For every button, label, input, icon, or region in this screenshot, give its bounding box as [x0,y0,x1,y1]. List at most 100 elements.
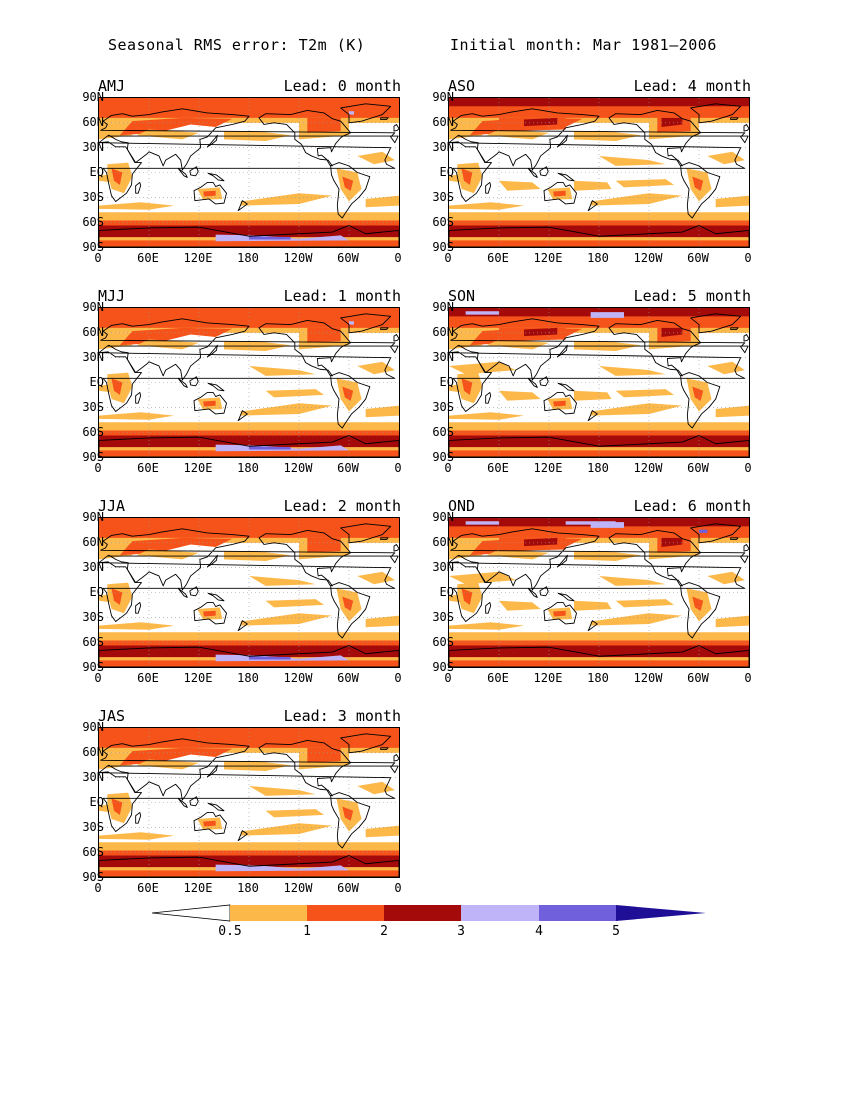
longitude-tick-label: 120E [183,461,213,475]
latitude-tick-label: 90S [432,240,454,254]
rms-error-region [524,537,558,547]
rms-error-region [524,117,558,127]
map-panel-aso: ASO Lead: 4 month 90N 60N 30N EQ 30S 60S 90S 0 60E… [400,77,760,277]
rms-error-region [499,600,541,611]
panel-season-label: AMJ [98,77,126,95]
rms-error-region [599,155,666,166]
map-panel-jas: JAS Lead: 3 month 90N 60N 30N EQ 30S 60S 90S 0 60E… [50,707,410,907]
latitude-tick-label: 60S [432,635,454,649]
rms-error-region [574,180,612,191]
latitude-tick-label: 90N [432,510,454,524]
coastline-samerica [330,582,371,639]
rms-error-region [449,435,749,448]
rms-error-region [136,339,199,350]
map-panel-ond: OND Lead: 6 month 90N 60N 30N EQ 30S 60S 90S 0 60E… [400,497,760,697]
colorbar-segment-above-max [616,905,706,921]
rms-error-region [553,190,566,197]
coastline-africa [449,561,746,622]
rms-error-region [240,613,333,626]
rms-error-region [590,312,624,318]
coastline-africa [99,141,396,202]
rms-error-region [707,151,745,165]
rms-error-region [574,390,612,401]
coastline-samerica [330,162,371,219]
longitude-tick-label: 180 [237,251,259,265]
latitude-tick-label: 30S [432,400,454,414]
rms-error-region [449,645,749,658]
rms-error-region [565,521,616,525]
coastline-nz [237,200,248,212]
map-canvas [99,308,399,457]
coastline-borneo [189,376,199,387]
rms-error-region [342,806,354,821]
colorbar-segment [461,905,539,921]
rms-error-region [136,549,199,560]
coastline-antarctica [99,645,399,667]
colorbar-segment-below-min [151,904,231,922]
rms-error-region [357,361,395,375]
rms-error-map [98,517,400,668]
coastline-borneo [189,586,199,597]
longitude-tick-label: 60E [487,671,509,685]
coastline-antarctica [99,225,399,247]
coastline-samerica [680,582,721,639]
latitude-tick-label: 30S [82,190,104,204]
coastline-australia [193,811,227,835]
rms-error-region [349,321,354,325]
colorbar-tick-label: 2 [380,924,388,939]
latitude-tick-label: 30S [82,610,104,624]
longitude-tick-label: 60W [337,671,359,685]
map-canvas [449,518,749,667]
longitude-tick-label: 120W [283,671,313,685]
rms-error-region [715,615,749,628]
longitude-tick-label: 0 [94,251,102,265]
coastline-namerica [608,109,702,167]
latitude-tick-label: EQ [89,375,104,389]
panel-lead-label: Lead: 5 month [633,287,751,305]
longitude-tick-label: 60W [337,461,359,475]
rms-error-region [99,412,174,420]
rms-error-region [615,599,674,608]
rms-error-region [699,529,708,533]
rms-error-region [499,180,541,191]
rms-error-region [357,571,395,585]
latitude-tick-label: 60N [82,325,104,339]
longitude-tick-label: 180 [587,461,609,475]
colorbar: 0.5 1 2 3 4 5 [150,903,710,943]
rms-error-region [365,195,399,208]
map-canvas [449,308,749,457]
rms-error-region [99,870,399,877]
longitude-tick-label: 60E [487,251,509,265]
rms-error-region [99,450,399,457]
rms-error-region [692,596,704,611]
coastline-australia [193,181,227,205]
latitude-tick-label: 30N [82,140,104,154]
latitude-tick-label: 30S [82,400,104,414]
longitude-tick-label: 120W [633,671,663,685]
longitude-tick-label: 120E [183,881,213,895]
coastline-sumatra [177,377,188,388]
rms-error-region [99,752,133,770]
coastline-namerica [608,529,702,587]
latitude-tick-label: EQ [439,375,454,389]
rms-error-region [599,575,666,586]
latitude-tick-label: 90N [82,300,104,314]
coastline-sumatra [527,167,538,178]
rms-error-region [99,660,399,667]
colorbar-segment [384,905,461,921]
coastline-sumatra [177,167,188,178]
colorbar-tick-label: 1 [303,924,311,939]
rms-error-region [265,599,324,608]
rms-error-region [590,193,683,206]
rms-error-region [99,622,174,630]
coastline-iceland [380,117,389,120]
rms-error-region [486,129,549,140]
coastline-namerica [258,529,352,587]
latitude-tick-label: 60N [82,115,104,129]
longitude-tick-label: 0 [394,251,402,265]
coastline-australia [543,391,577,415]
rms-error-region [249,656,291,660]
latitude-tick-label: EQ [89,585,104,599]
rms-error-region [265,389,324,398]
latitude-tick-label: EQ [89,795,104,809]
